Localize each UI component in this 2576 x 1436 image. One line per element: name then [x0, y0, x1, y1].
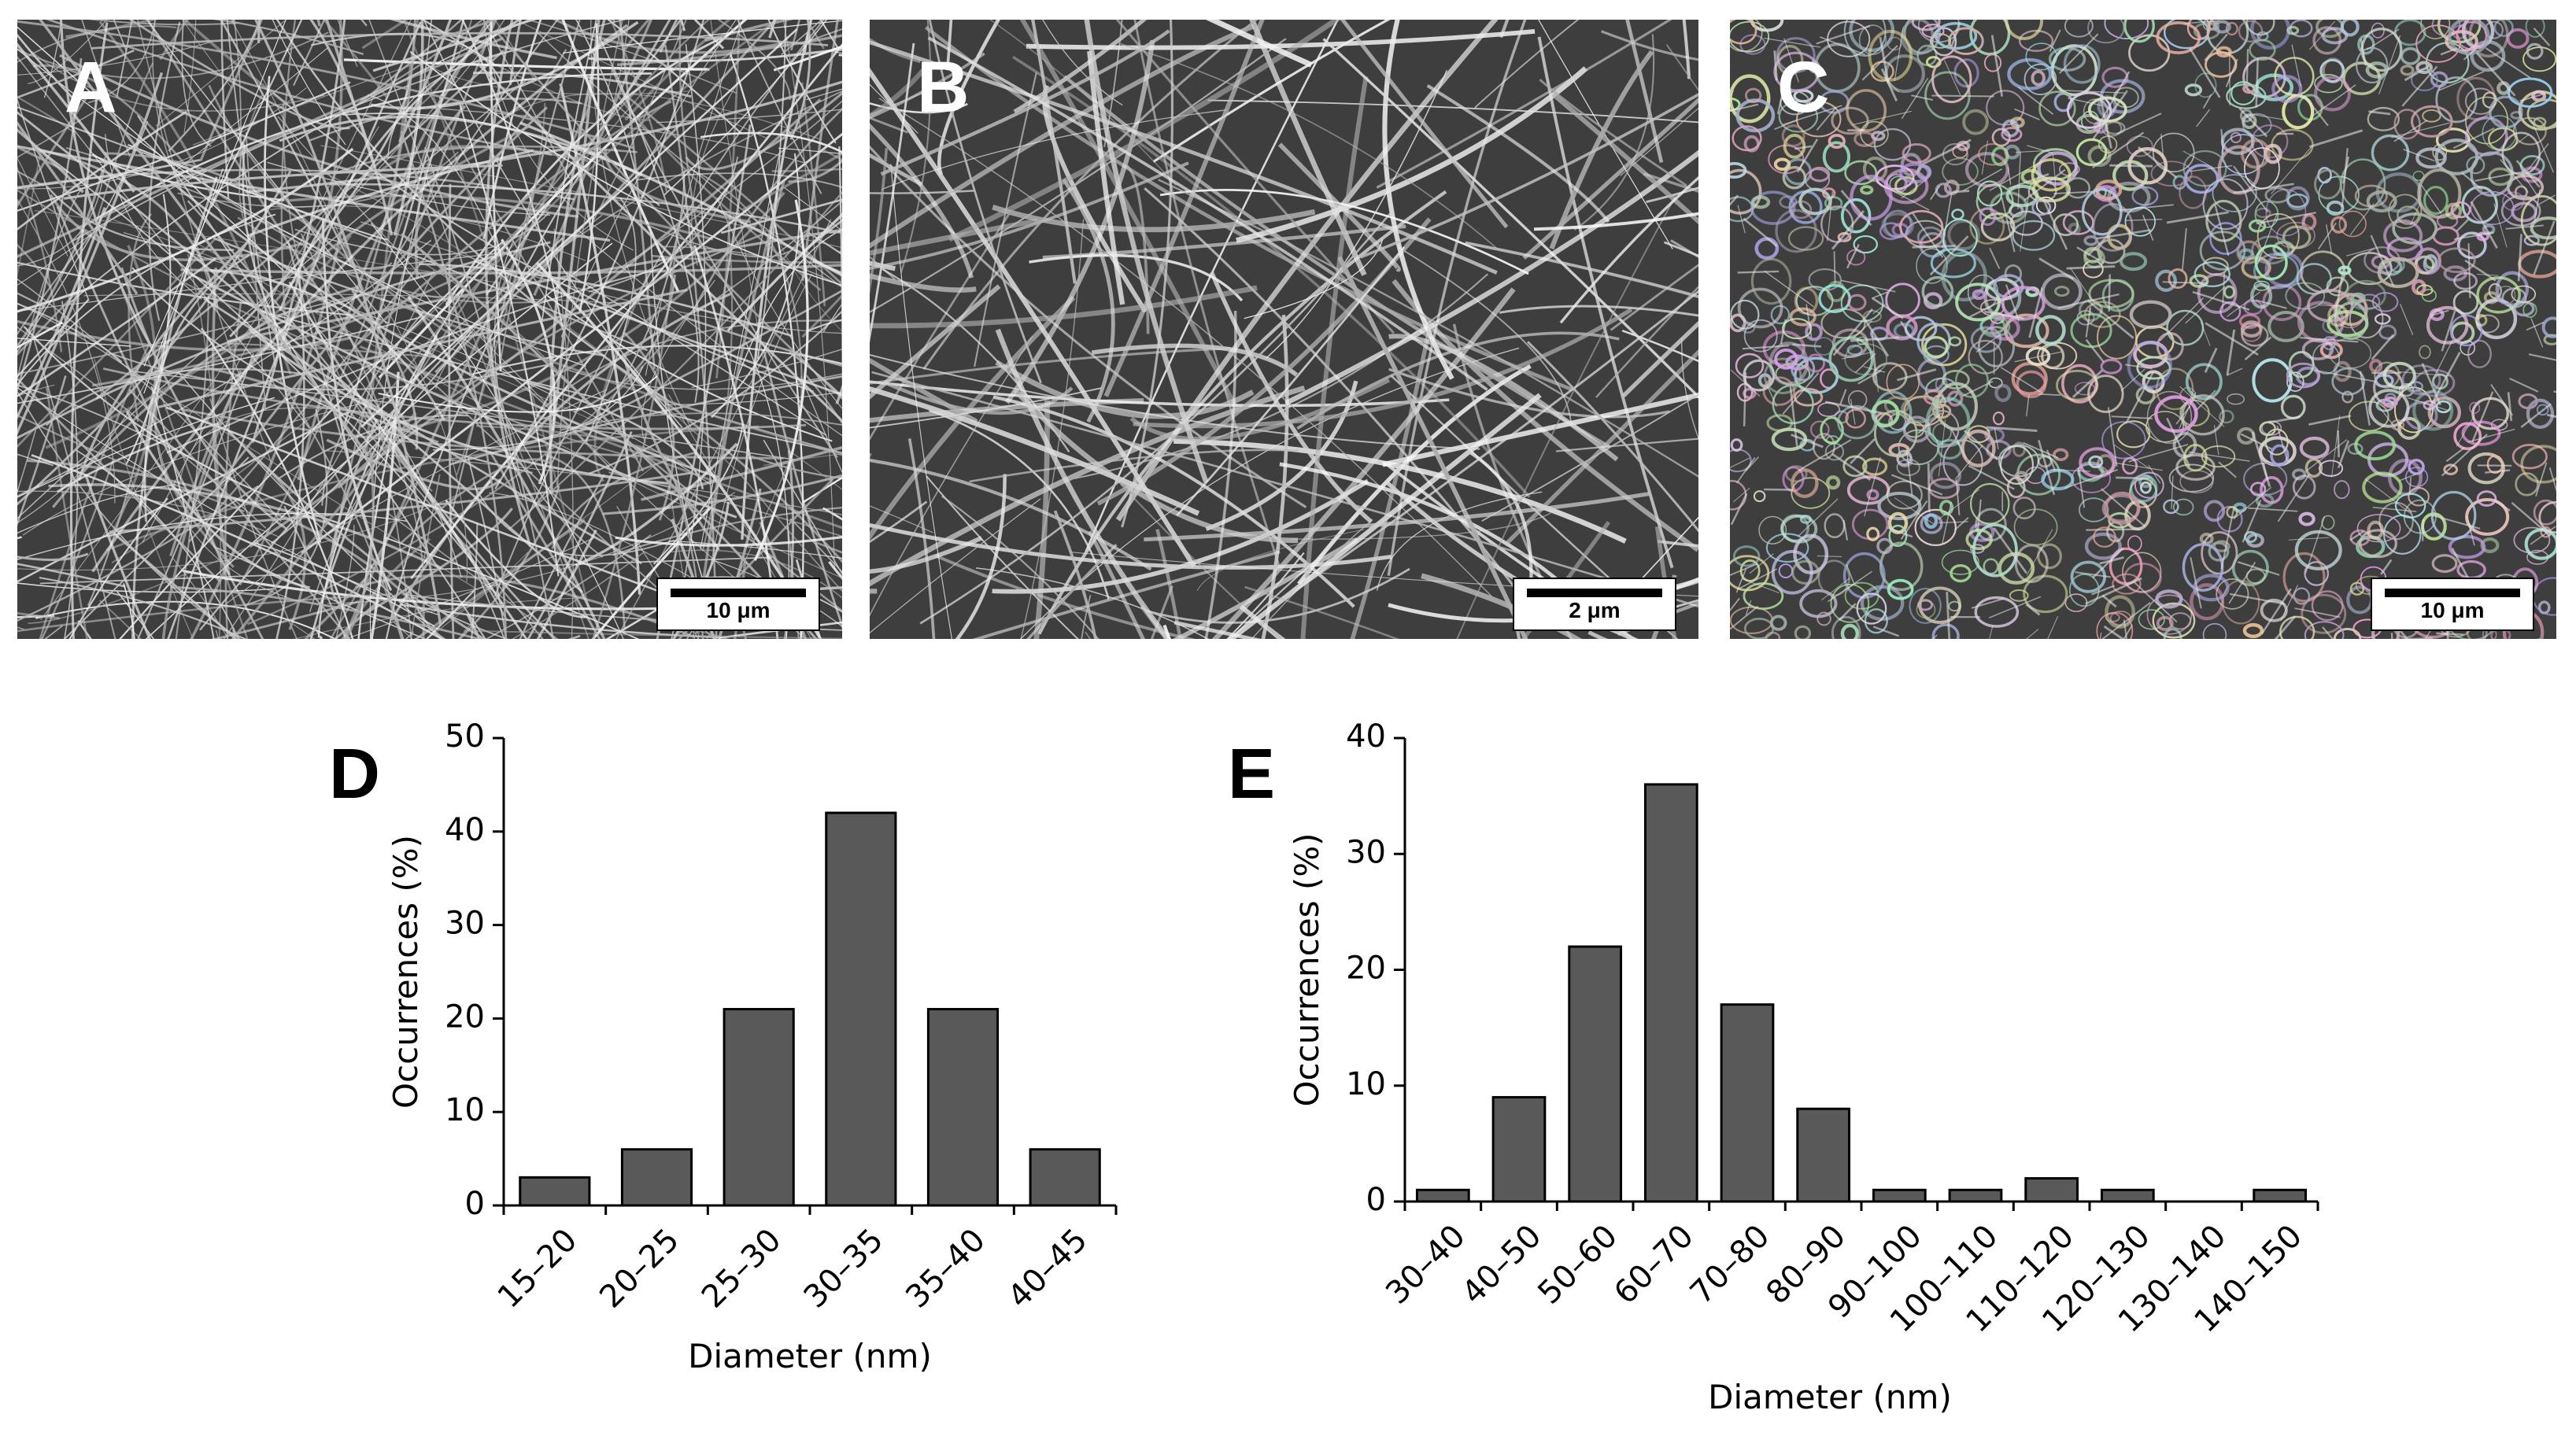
scale-bar-line — [671, 589, 806, 597]
scale-bar-label: 2 μm — [1569, 598, 1621, 622]
bar — [1796, 1107, 1851, 1203]
bar — [723, 1008, 795, 1207]
y-axis-title: Occurrences (%) — [1288, 832, 1326, 1106]
x-tick-label: 140–150 — [2187, 1218, 2309, 1340]
bar — [620, 1148, 693, 1207]
x-tick-label: 70–80 — [1683, 1218, 1777, 1312]
sem-image-c: C 10 μm — [1730, 20, 2556, 639]
histogram-e: E 0 10 20 30 40 30–4040–5050–6060–7070–8080–90… — [1228, 718, 2319, 1416]
y-tick-label: 0 — [1366, 1182, 1386, 1218]
bar — [1029, 1148, 1101, 1207]
x-tick-label: 30–40 — [1379, 1218, 1473, 1312]
bar — [2253, 1188, 2308, 1203]
x-tick-label: 35–40 — [899, 1222, 992, 1316]
panel-label-a: A — [65, 47, 117, 127]
x-tick-label: 60–70 — [1607, 1218, 1701, 1312]
panel-label-b: B — [917, 47, 970, 127]
x-tick-label: 120–130 — [2035, 1218, 2157, 1340]
panel-label-d: D — [329, 735, 380, 814]
x-tick-label: 110–120 — [1959, 1218, 2081, 1340]
bar — [1415, 1188, 1470, 1203]
nanofiber-texture-a — [17, 20, 842, 639]
bar — [825, 811, 897, 1207]
y-tick-label: 20 — [445, 999, 485, 1035]
x-tick-label: 90–100 — [1821, 1218, 1929, 1326]
x-tick-label: 15–20 — [491, 1222, 585, 1316]
bar — [1948, 1188, 2003, 1203]
x-tick-label: 130–140 — [2112, 1218, 2234, 1340]
y-tick-label: 50 — [445, 718, 485, 755]
x-tick-label: 100–110 — [1883, 1218, 2005, 1340]
x-tick-label: 80–90 — [1759, 1218, 1853, 1312]
bar — [1720, 1003, 1775, 1203]
scale-bar-b: 2 μm — [1513, 578, 1676, 631]
nanofiber-texture-c — [1730, 20, 2556, 639]
nanofiber-texture-b — [870, 20, 1698, 639]
bar — [2100, 1188, 2155, 1203]
bar — [2024, 1177, 2079, 1203]
scale-bar-line — [2385, 589, 2520, 597]
y-tick-label: 30 — [1346, 834, 1386, 870]
x-tick-label: 40–45 — [1001, 1222, 1095, 1316]
bar — [1643, 783, 1698, 1203]
scale-bar-line — [1527, 589, 1662, 597]
scale-bar-label: 10 μm — [2420, 598, 2485, 622]
y-tick-label: 20 — [1346, 951, 1386, 987]
x-tick-label: 30–35 — [797, 1222, 891, 1316]
x-tick-label: 40–50 — [1455, 1218, 1549, 1312]
sem-image-a: A 10 μm — [17, 20, 842, 639]
y-tick-label: 10 — [445, 1092, 485, 1128]
sem-image-b: B 2 μm — [870, 20, 1698, 639]
y-tick-label: 10 — [1346, 1066, 1386, 1102]
y-tick-label: 40 — [445, 812, 485, 848]
scale-bar-a: 10 μm — [656, 578, 820, 631]
bar — [519, 1176, 591, 1207]
x-tick-label: 25–30 — [695, 1222, 789, 1316]
bar — [1491, 1095, 1547, 1203]
y-axis-title: Occurrences (%) — [386, 835, 425, 1109]
bar — [926, 1008, 1000, 1207]
y-tick-label: 40 — [1346, 718, 1386, 755]
panel-label-e: E — [1228, 735, 1275, 814]
panel-label-c: C — [1777, 47, 1830, 127]
bar — [1872, 1188, 1927, 1203]
bar — [1568, 945, 1623, 1203]
y-tick-label: 0 — [465, 1186, 485, 1222]
x-axis-title: Diameter (nm) — [1708, 1378, 1952, 1416]
x-tick-label: 20–25 — [593, 1222, 686, 1316]
x-tick-label: 50–60 — [1531, 1218, 1624, 1312]
histogram-d: D 0 10 20 30 40 50 15–20 20–25 25–30 30–35 35–40 40–… — [329, 718, 1118, 1375]
x-axis-title: Diameter (nm) — [688, 1337, 932, 1375]
scale-bar-label: 10 μm — [706, 598, 771, 622]
y-tick-label: 30 — [445, 906, 485, 942]
scale-bar-c: 10 μm — [2371, 578, 2534, 631]
